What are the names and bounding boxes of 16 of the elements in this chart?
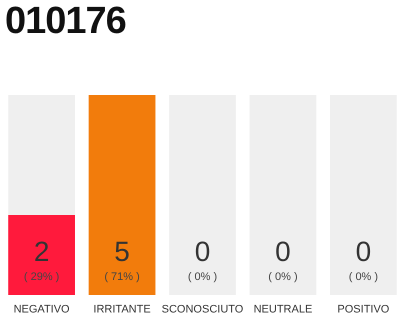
- x-tick-label: NEGATIVO: [14, 304, 70, 316]
- x-tick-label: POSITIVO: [337, 304, 390, 316]
- x-tick-label: SCONOSCIUTO: [162, 304, 244, 316]
- annotation: 0: [356, 236, 372, 267]
- data-label: 2: [34, 236, 50, 267]
- chart-title: 010176: [5, 0, 126, 43]
- annotation: ( 71% ): [104, 271, 140, 283]
- annotation: 0: [275, 236, 291, 267]
- annotation: 0: [194, 236, 210, 267]
- annotation: ( 29% ): [24, 271, 60, 283]
- annotation: ( 0% ): [188, 271, 218, 283]
- annotation: ( 0% ): [268, 271, 298, 283]
- x-tick-label: NEUTRALE: [254, 304, 312, 316]
- data-label: 5: [114, 236, 130, 267]
- x-tick-label: IRRITANTE: [93, 304, 151, 316]
- annotation: ( 0% ): [348, 271, 378, 283]
